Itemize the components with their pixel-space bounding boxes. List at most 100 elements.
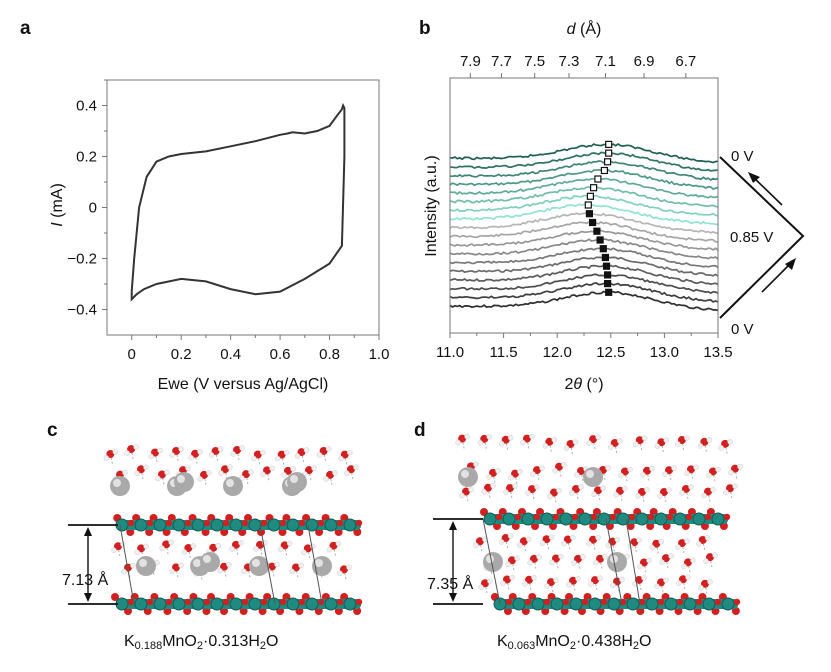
water-hydrogen <box>737 463 743 470</box>
manganese-atom <box>305 518 319 532</box>
water-hydrogen <box>706 437 713 443</box>
water-oxygen <box>211 447 220 456</box>
manganese-atom <box>616 512 630 526</box>
unit-cell-edge <box>259 524 276 605</box>
peak-marker-open <box>584 201 592 209</box>
oxygen-atom <box>260 519 268 527</box>
potassium-ion <box>287 472 307 492</box>
water-hydrogen <box>539 465 545 471</box>
xrd-top-tick-label: 7.7 <box>491 53 512 70</box>
structure-c <box>103 444 363 615</box>
manganese-atom <box>502 512 516 526</box>
water-hydrogen <box>575 576 581 582</box>
water-oxygen <box>480 434 489 443</box>
voltage-label-bottom: 0 V <box>731 321 754 338</box>
oxygen-atom <box>203 519 211 527</box>
water-oxygen <box>280 541 289 550</box>
water-hydrogen <box>498 441 505 447</box>
water-hydrogen <box>640 472 646 478</box>
water-hydrogen <box>337 570 343 577</box>
water-hydrogen <box>188 455 194 461</box>
water-hydrogen <box>326 546 333 553</box>
voltage-arrow-down-head <box>785 258 796 270</box>
xrd-x-tick-label: 12.5 <box>596 344 625 361</box>
peak-marker-open <box>594 175 602 183</box>
potassium-ion <box>110 476 130 496</box>
manganese-atom <box>550 597 564 611</box>
manganese-atom <box>683 597 697 611</box>
water-oxygen <box>525 575 533 584</box>
potassium-ion <box>607 552 627 572</box>
water-oxygen <box>682 484 690 493</box>
water-hydrogen <box>571 560 577 566</box>
water-hydrogen <box>289 568 295 575</box>
water-hydrogen <box>481 489 487 495</box>
water-oxygen <box>700 437 709 446</box>
peak-marker-filled <box>599 245 607 253</box>
water-hydrogen <box>636 537 643 543</box>
water-hydrogen <box>338 455 344 462</box>
water-hydrogen <box>344 470 350 477</box>
spacing-arrow-head-down-d <box>449 593 457 602</box>
water-hydrogen <box>549 559 555 566</box>
manganese-atom <box>267 518 281 532</box>
water-hydrogen <box>335 540 342 547</box>
water-oxygen <box>127 445 136 454</box>
water-oxygen <box>151 448 160 457</box>
water-hydrogen <box>134 549 140 556</box>
water-oxygen <box>591 576 599 585</box>
water-hydrogen <box>455 439 461 446</box>
xrd-x-tick-label: 13.5 <box>703 344 732 361</box>
oxygen-atom <box>647 513 655 521</box>
water-hydrogen <box>534 484 540 490</box>
water-oxygen <box>528 485 536 494</box>
manganese-atom <box>343 597 357 611</box>
xrd-trace <box>449 238 719 260</box>
oxygen-atom <box>241 519 249 527</box>
cv-y-tick-label: 0.2 <box>76 149 97 166</box>
potassium-ion <box>583 467 603 487</box>
xrd-trace <box>449 281 719 303</box>
water-oxygen <box>326 470 334 479</box>
water-oxygen <box>172 563 180 572</box>
water-hydrogen <box>495 468 501 474</box>
water-hydrogen <box>168 539 174 546</box>
cv-x-tick-label: 0.4 <box>220 346 241 363</box>
peak-marker-filled <box>601 253 610 262</box>
water-hydrogen <box>178 446 184 452</box>
xrd-x-tick-label: 11.5 <box>490 344 518 361</box>
water-hydrogen <box>710 486 716 493</box>
oxygen-atom <box>184 598 192 606</box>
water-hydrogen <box>610 582 616 589</box>
oxygen-atom <box>495 513 503 521</box>
water-hydrogen <box>133 444 139 450</box>
water-oxygen <box>563 535 572 544</box>
water-oxygen <box>678 539 687 548</box>
water-hydrogen <box>542 443 549 449</box>
water-hydrogen <box>473 461 479 468</box>
cv-chart: 0 0.2 0.4 0.6 0.8 1.0 −0.4 −0.2 0 0.2 0.4 Ewe (V … <box>49 79 389 393</box>
water-hydrogen <box>600 485 606 492</box>
oxygen-atom <box>298 598 306 606</box>
water-hydrogen <box>507 435 514 441</box>
water-hydrogen <box>143 464 149 471</box>
water-hydrogen <box>553 577 559 583</box>
water-hydrogen <box>283 449 290 456</box>
water-hydrogen <box>281 472 287 478</box>
water-hydrogen <box>215 542 221 549</box>
water-hydrogen <box>685 574 691 581</box>
potassium-ion <box>458 467 478 487</box>
water-hydrogen <box>478 584 484 591</box>
potassium-ion-highlight <box>252 559 260 567</box>
water-hydrogen <box>570 534 576 541</box>
manganese-atom <box>569 597 583 611</box>
peak-marker-filled <box>596 236 604 244</box>
water-hydrogen <box>124 450 130 456</box>
xrd-trace <box>449 220 718 243</box>
manganese-atom <box>702 597 716 611</box>
water-hydrogen <box>617 438 623 444</box>
peak-marker-filled <box>585 210 594 218</box>
water-oxygen <box>340 450 349 459</box>
cv-x-tick-label: 0.2 <box>171 346 192 363</box>
water-oxygen <box>158 470 166 479</box>
